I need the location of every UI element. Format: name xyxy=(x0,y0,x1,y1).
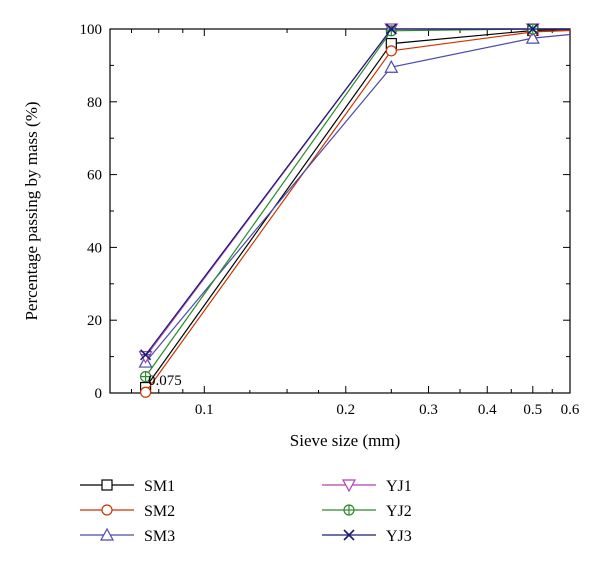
x-tick-label: 0.5 xyxy=(523,402,542,418)
legend-label: SM1 xyxy=(144,478,175,495)
legend: SM1 SM2 SM3 YJ1 YJ2 YJ3 xyxy=(80,478,412,545)
legend-label: YJ1 xyxy=(386,478,412,495)
triangle-up-marker xyxy=(99,527,115,541)
x-cross-marker xyxy=(527,23,539,35)
circle-plus-marker xyxy=(139,371,152,383)
legend-item-sm1: SM1 xyxy=(80,478,175,495)
series-line xyxy=(145,33,571,363)
triangle-up-marker xyxy=(384,59,399,73)
y-tick-label: 20 xyxy=(87,313,102,329)
triangle-down-marker xyxy=(341,479,357,493)
x-cross-marker xyxy=(140,349,152,361)
axes: 0 20 40 60 80 100 0.1 0.2 0.3 0.4 0.5 0.6 xyxy=(80,22,580,418)
series-layer xyxy=(138,23,571,398)
x-tick-label: 0.3 xyxy=(419,402,438,418)
plot-frame xyxy=(109,28,571,394)
y-tick-label: 40 xyxy=(87,240,102,256)
circle-plus-marker xyxy=(385,25,397,37)
circle-plus-marker xyxy=(343,504,355,516)
circle-marker xyxy=(385,45,397,57)
legend-item-yj2: YJ2 xyxy=(322,503,412,520)
y-tick-label: 100 xyxy=(80,22,103,38)
legend-label: YJ2 xyxy=(386,503,412,520)
x-axis-label: Sieve size (mm) xyxy=(290,431,400,450)
series-sm2 xyxy=(139,26,571,398)
x-cross-marker xyxy=(385,23,397,35)
triangle-up-marker xyxy=(525,30,540,44)
legend-item-sm2: SM2 xyxy=(80,503,175,520)
legend-label: SM2 xyxy=(144,503,175,520)
legend-item-sm3: SM3 xyxy=(80,527,175,545)
x-tick-label: 0.4 xyxy=(478,402,497,418)
series-line xyxy=(145,28,571,388)
x-tick-label: 0.2 xyxy=(336,402,355,418)
legend-label: SM3 xyxy=(144,528,175,545)
y-tick-label: 80 xyxy=(87,95,102,111)
y-tick-label: 60 xyxy=(87,168,102,184)
series-line xyxy=(145,28,570,377)
series-line xyxy=(145,29,571,393)
y-tick-label: 0 xyxy=(95,386,103,402)
legend-label: YJ3 xyxy=(386,528,412,545)
annotation-label: 0.075 xyxy=(148,373,182,389)
circle-marker xyxy=(101,504,113,516)
x-cross-marker xyxy=(343,529,355,541)
series-yj3 xyxy=(140,23,570,361)
circle-marker xyxy=(139,386,152,398)
legend-item-yj3: YJ3 xyxy=(322,528,412,545)
x-tick-label: 0.6 xyxy=(561,402,580,418)
legend-item-yj1: YJ1 xyxy=(322,478,412,495)
series-line xyxy=(145,28,570,356)
x-tick-label: 0.1 xyxy=(195,402,214,418)
y-axis-label: Percentage passing by mass (%) xyxy=(22,101,41,320)
square-marker xyxy=(101,479,113,491)
